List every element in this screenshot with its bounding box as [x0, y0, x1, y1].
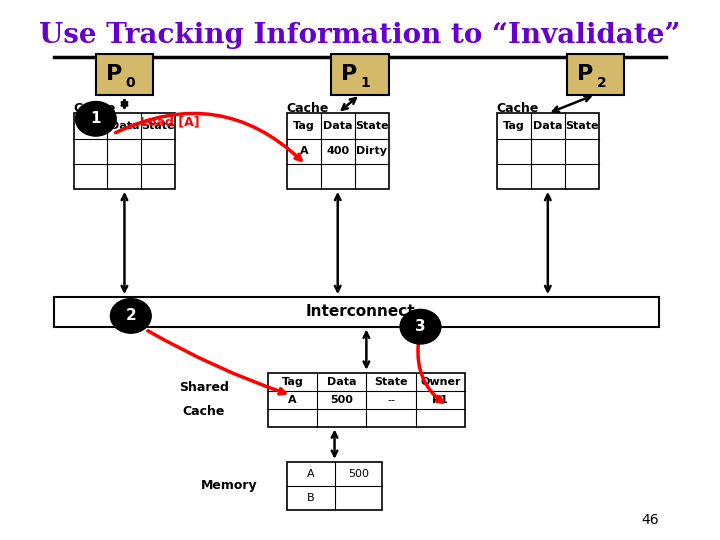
Text: Cache: Cache	[287, 102, 329, 114]
Text: A: A	[307, 469, 315, 479]
Text: Tag: Tag	[282, 376, 303, 387]
Text: 500: 500	[348, 469, 369, 479]
Text: P1: P1	[433, 395, 449, 404]
Text: 1: 1	[361, 76, 371, 90]
Text: Data: Data	[109, 121, 139, 131]
Text: Cache: Cache	[73, 102, 116, 114]
Bar	[287, 113, 389, 189]
Text: Owner: Owner	[420, 376, 461, 387]
Bar	[497, 113, 599, 189]
Text: Cache: Cache	[497, 102, 539, 114]
Bar	[96, 54, 153, 94]
Text: Load [A]: Load [A]	[140, 115, 200, 128]
Text: Dirty: Dirty	[356, 146, 387, 156]
Text: Interconnect: Interconnect	[305, 305, 415, 319]
Bar	[287, 462, 382, 510]
Text: Tag: Tag	[293, 121, 315, 131]
Circle shape	[110, 299, 151, 333]
Text: 2: 2	[596, 76, 606, 90]
Bar	[567, 54, 624, 94]
Text: --: --	[387, 395, 395, 404]
Bar	[268, 373, 465, 427]
Text: State: State	[374, 376, 408, 387]
Text: Data: Data	[323, 121, 353, 131]
Text: 1: 1	[91, 111, 101, 126]
Bar	[331, 54, 389, 94]
Text: P: P	[577, 64, 593, 84]
Text: 2: 2	[125, 308, 136, 323]
Text: B: B	[307, 493, 315, 503]
Circle shape	[76, 102, 116, 136]
Text: P: P	[106, 64, 122, 84]
Text: 500: 500	[330, 395, 353, 404]
Bar	[73, 113, 176, 189]
Text: Memory: Memory	[201, 480, 258, 492]
Text: 400: 400	[326, 146, 349, 156]
Text: Tag: Tag	[503, 121, 525, 131]
Text: 0: 0	[125, 76, 135, 90]
Text: Tag: Tag	[80, 121, 102, 131]
Text: State: State	[142, 121, 175, 131]
Text: P: P	[341, 64, 357, 84]
Text: A: A	[300, 146, 308, 156]
Text: A: A	[288, 395, 297, 404]
Text: State: State	[565, 121, 598, 131]
Text: Cache: Cache	[183, 405, 225, 418]
Text: Shared: Shared	[179, 381, 229, 394]
Circle shape	[400, 309, 441, 344]
Text: 3: 3	[415, 319, 426, 334]
Bar	[55, 297, 660, 327]
Text: State: State	[355, 121, 388, 131]
Text: 46: 46	[642, 512, 660, 526]
Text: Data: Data	[327, 376, 356, 387]
Text: Data: Data	[533, 121, 562, 131]
Text: Use Tracking Information to “Invalidate”: Use Tracking Information to “Invalidate”	[40, 22, 680, 49]
